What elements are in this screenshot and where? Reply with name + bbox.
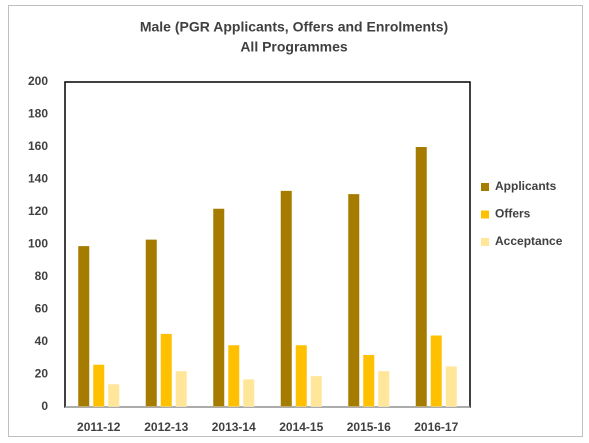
bar: [78, 246, 90, 407]
y-tick-label: 180: [28, 107, 48, 121]
bar: [295, 345, 307, 407]
legend-swatch: [481, 183, 489, 191]
y-tick-label: 60: [35, 302, 49, 316]
legend-swatch: [481, 238, 489, 246]
legend-swatch: [481, 210, 489, 219]
bar: [93, 364, 105, 407]
legend-label: Offers: [495, 207, 531, 221]
y-tick-label: 80: [35, 269, 49, 283]
y-tick-label: 140: [28, 172, 48, 186]
legend-label: Applicants: [495, 179, 557, 193]
x-tick-label: 2012-13: [144, 420, 188, 434]
bar: [108, 384, 120, 407]
bar: [228, 345, 240, 407]
bar: [445, 366, 457, 407]
bar: [378, 371, 390, 407]
bar: [348, 194, 360, 407]
bar: [213, 208, 225, 407]
x-tick-label: 2016-17: [414, 420, 458, 434]
legend-label: Acceptance: [495, 234, 563, 248]
x-tick-label: 2015-16: [347, 420, 391, 434]
x-tick-label: 2014-15: [279, 420, 323, 434]
y-tick-label: 0: [41, 399, 48, 413]
bar: [175, 371, 187, 407]
y-tick-label: 200: [28, 74, 48, 88]
x-tick-label: 2013-14: [212, 420, 256, 434]
bar: [310, 376, 322, 407]
bar: [243, 379, 255, 407]
bar: [430, 335, 442, 407]
y-tick-label: 120: [28, 204, 48, 218]
bar: [415, 147, 427, 407]
chart-frame: [8, 5, 583, 437]
chart-title: Male (PGR Applicants, Offers and Enrolme…: [140, 19, 448, 35]
bar: [145, 239, 157, 407]
bar: [363, 355, 375, 407]
y-tick-label: 40: [35, 334, 49, 348]
x-tick-label: 2011-12: [77, 420, 121, 434]
bar: [280, 190, 292, 407]
bar: [160, 333, 172, 407]
y-tick-label: 20: [35, 367, 49, 381]
y-tick-label: 160: [28, 139, 48, 153]
chart-subtitle: All Programmes: [240, 39, 348, 55]
y-tick-label: 100: [28, 237, 48, 251]
